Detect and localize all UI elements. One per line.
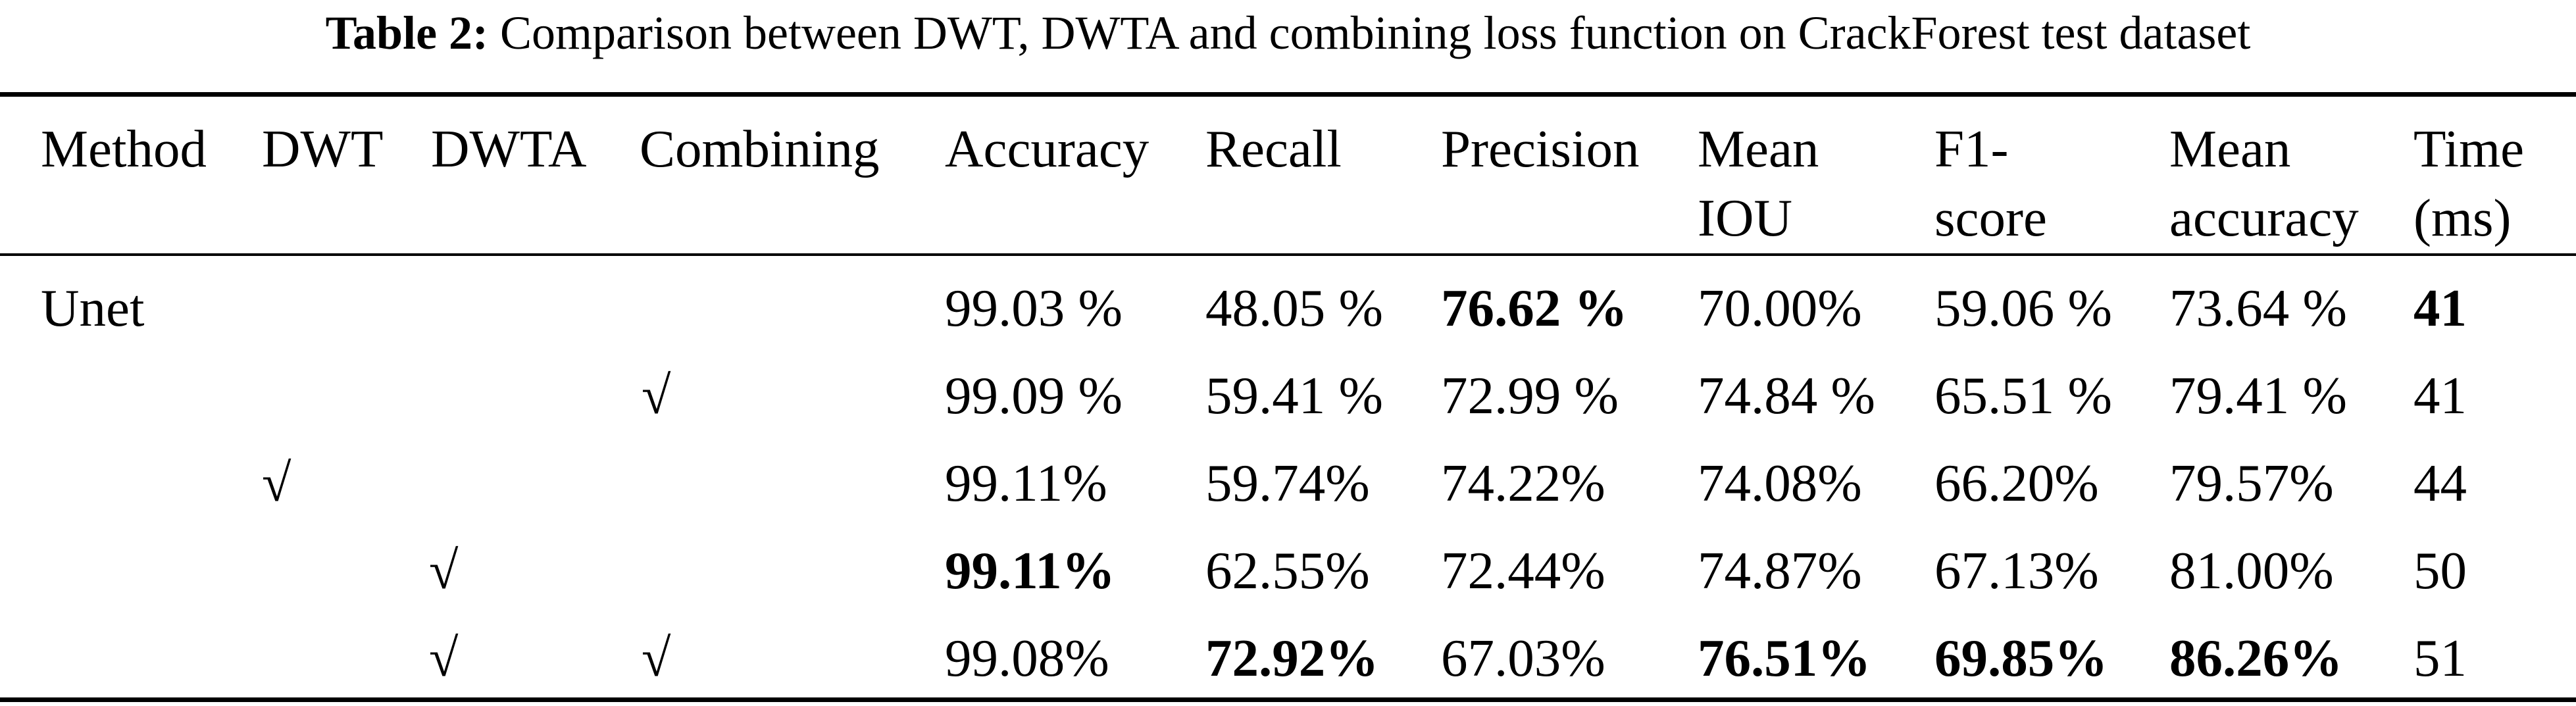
row-dwt-mean-accuracy: 79.57%	[2169, 453, 2334, 513]
row-dwta-combining-mean-accuracy: 86.26%	[2169, 628, 2343, 688]
row-combining-time: 41	[2413, 366, 2467, 425]
header-time-line2: (ms)	[2413, 188, 2512, 247]
row-unet-time: 41	[2413, 278, 2467, 338]
row-dwt-time: 44	[2413, 453, 2467, 513]
row-combining-precision: 72.99 %	[1441, 366, 1619, 425]
table-caption-label: Table 2:	[325, 7, 489, 59]
header-f1-line1: F1-	[1934, 119, 2009, 178]
header-method: Method	[41, 119, 207, 178]
table-bottom-rule	[0, 697, 2576, 702]
row-dwta-precision: 72.44%	[1441, 541, 1605, 600]
row-dwta-f1: 67.13%	[1934, 541, 2099, 600]
row-combining-mean-iou: 74.84 %	[1698, 366, 1875, 425]
row-dwta-recall: 62.55%	[1205, 541, 1370, 600]
row-combining-mean-accuracy: 79.41 %	[2169, 366, 2347, 425]
row-dwta-combining-accuracy: 99.08%	[945, 628, 1109, 688]
row-dwt-precision: 74.22%	[1441, 453, 1605, 513]
row-unet-mean-iou: 70.00%	[1698, 278, 1862, 338]
header-precision: Precision	[1441, 119, 1640, 178]
row-unet-f1: 59.06 %	[1934, 278, 2112, 338]
row-dwta-combining-recall: 72.92%	[1205, 628, 1379, 688]
row-dwt-check: √	[262, 453, 291, 513]
row-dwt-mean-iou: 74.08%	[1698, 453, 1862, 513]
header-f1-line2: score	[1934, 188, 2047, 247]
row-dwta-combining-precision: 67.03%	[1441, 628, 1605, 688]
row-unet-mean-accuracy: 73.64 %	[2169, 278, 2347, 338]
header-accuracy: Accuracy	[945, 119, 1149, 178]
row-combining-recall: 59.41 %	[1205, 366, 1383, 425]
row-unet-recall: 48.05 %	[1205, 278, 1383, 338]
row-combining-f1: 65.51 %	[1934, 366, 2112, 425]
table-header-rule	[0, 253, 2576, 256]
header-recall: Recall	[1205, 119, 1342, 178]
row-dwt-recall: 59.74%	[1205, 453, 1370, 513]
row-dwta-check: √	[429, 541, 459, 600]
row-dwt-f1: 66.20%	[1934, 453, 2099, 513]
header-dwt: DWT	[262, 119, 384, 178]
row-dwta-combining-combining-check: √	[642, 628, 671, 688]
row-combining-accuracy: 99.09 %	[945, 366, 1123, 425]
row-dwta-time: 50	[2413, 541, 2467, 600]
row-dwta-combining-time: 51	[2413, 628, 2467, 688]
header-mean-accuracy-line2: accuracy	[2169, 188, 2359, 247]
row-combining-check: √	[642, 366, 671, 425]
row-dwta-combining-dwta-check: √	[429, 628, 459, 688]
header-combining: Combining	[640, 119, 880, 178]
table-caption: Table 2: Comparison between DWT, DWTA an…	[0, 0, 2576, 78]
row-unet-precision: 76.62 %	[1441, 278, 1628, 338]
header-time-line1: Time	[2413, 119, 2525, 178]
row-unet-method: Unet	[41, 278, 145, 338]
row-dwta-combining-f1: 69.85%	[1934, 628, 2108, 688]
table-top-rule	[0, 92, 2576, 97]
row-unet-accuracy: 99.03 %	[945, 278, 1123, 338]
table-caption-text: Comparison between DWT, DWTA and combini…	[488, 7, 2251, 59]
row-dwta-accuracy: 99.11%	[945, 541, 1115, 600]
header-mean-iou-line2: IOU	[1698, 188, 1792, 247]
row-dwt-accuracy: 99.11%	[945, 453, 1107, 513]
row-dwta-mean-iou: 74.87%	[1698, 541, 1862, 600]
header-mean-accuracy-line1: Mean	[2169, 119, 2291, 178]
row-dwta-mean-accuracy: 81.00%	[2169, 541, 2334, 600]
header-mean-iou-line1: Mean	[1698, 119, 1819, 178]
header-dwta: DWTA	[431, 119, 587, 178]
row-dwta-combining-mean-iou: 76.51%	[1698, 628, 1871, 688]
